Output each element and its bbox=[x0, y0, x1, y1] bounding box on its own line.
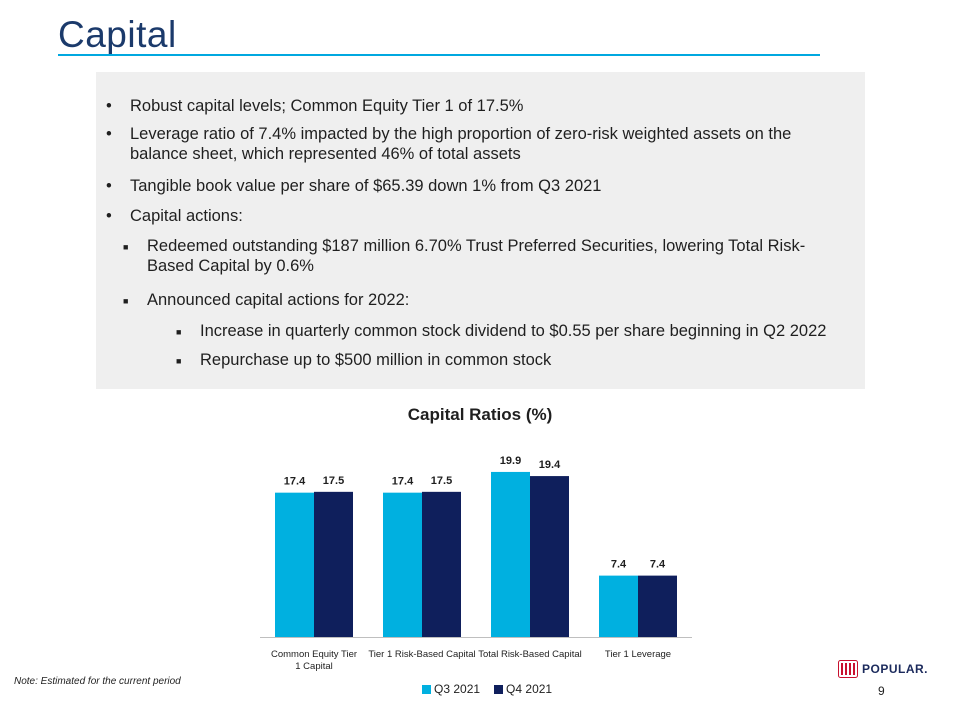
chart-title: Capital Ratios (%) bbox=[407, 405, 553, 424]
bar-q3-1 bbox=[383, 492, 422, 637]
page-title: Capital bbox=[58, 14, 177, 55]
data-label: 7.4 bbox=[611, 559, 627, 571]
bullet-item: ■ Increase in quarterly common stock divi… bbox=[176, 321, 860, 341]
bar-q3-3 bbox=[599, 575, 638, 637]
legend-swatch bbox=[494, 684, 504, 694]
bullet-text: Leverage ratio of 7.4% impacted by the h… bbox=[130, 125, 792, 163]
data-label: 19.4 bbox=[539, 459, 561, 471]
bullet-icon: • bbox=[106, 207, 112, 225]
company-logo: POPULAR. bbox=[838, 660, 928, 678]
legend-swatch bbox=[422, 684, 431, 694]
square-bullet-icon: ■ bbox=[176, 327, 182, 337]
bullet-item: ■ Redeemed outstanding $187 million 6.70%… bbox=[123, 236, 847, 276]
bullet-text: Repurchase up to $500 million in common … bbox=[200, 351, 552, 369]
bullet-list: • Robust capital levels; Common Equity Ti… bbox=[96, 72, 865, 389]
page-number: 9 bbox=[878, 684, 885, 698]
legend-label: Q3 2021 bbox=[434, 682, 481, 696]
footnote: Note: Estimated for the current period bbox=[14, 676, 181, 687]
bullet-text: Announced capital actions for 2022: bbox=[147, 291, 410, 309]
category-label: Total Risk-Based Capital bbox=[478, 649, 582, 660]
summary-panel: • Robust capital levels; Common Equity Ti… bbox=[96, 72, 865, 389]
bullet-text: Increase in quarterly common stock divid… bbox=[200, 322, 827, 340]
bullet-item: ■ Repurchase up to $500 million in common… bbox=[176, 350, 860, 370]
bar-q3-0 bbox=[275, 492, 314, 637]
bullet-item: • Capital actions: bbox=[106, 206, 850, 226]
square-bullet-icon: ■ bbox=[123, 296, 129, 306]
category-label: Tier 1 Risk-Based Capital bbox=[368, 649, 475, 660]
bullet-icon: • bbox=[106, 125, 112, 143]
bar-q4-0 bbox=[314, 491, 353, 637]
title-underline bbox=[58, 54, 820, 56]
popular-logo-icon bbox=[838, 660, 858, 678]
bullet-text: Tangible book value per share of $65.39 … bbox=[130, 177, 602, 195]
data-label: 17.5 bbox=[431, 475, 452, 487]
category-label: Tier 1 Leverage bbox=[605, 649, 671, 660]
category-label: 1 Capital bbox=[295, 661, 333, 672]
bullet-icon: • bbox=[106, 177, 112, 195]
legend-item: Q3 2021 bbox=[422, 682, 480, 696]
square-bullet-icon: ■ bbox=[176, 356, 182, 366]
bullet-icon: • bbox=[106, 97, 112, 115]
bar-q4-1 bbox=[422, 491, 461, 637]
bullet-item: ■ Announced capital actions for 2022: bbox=[123, 290, 847, 310]
data-label: 7.4 bbox=[650, 559, 666, 571]
bar-q3-2 bbox=[491, 471, 530, 637]
legend-item: Q4 2021 bbox=[494, 682, 552, 696]
bullet-text: Capital actions: bbox=[130, 207, 243, 225]
logo-text: POPULAR. bbox=[862, 662, 929, 676]
bullet-text: Redeemed outstanding $187 million 6.70% … bbox=[147, 237, 806, 275]
chart-legend: Q3 2021 Q4 2021 bbox=[422, 682, 560, 696]
bullet-item: • Robust capital levels; Common Equity Ti… bbox=[106, 96, 850, 116]
bullet-text: Robust capital levels; Common Equity Tie… bbox=[130, 97, 524, 115]
bullet-item: • Tangible book value per share of $65.39… bbox=[106, 176, 850, 196]
data-label: 17.4 bbox=[392, 476, 414, 488]
data-label: 17.4 bbox=[284, 476, 306, 488]
bullet-item: • Leverage ratio of 7.4% impacted by the … bbox=[106, 124, 850, 164]
square-bullet-icon: ■ bbox=[123, 242, 129, 252]
category-label: Common Equity Tier bbox=[271, 649, 357, 660]
data-label: 17.5 bbox=[323, 475, 344, 487]
data-label: 19.9 bbox=[500, 455, 521, 467]
bar-q4-2 bbox=[530, 476, 569, 637]
legend-label: Q4 2021 bbox=[506, 682, 553, 696]
bar-q4-3 bbox=[638, 575, 677, 637]
